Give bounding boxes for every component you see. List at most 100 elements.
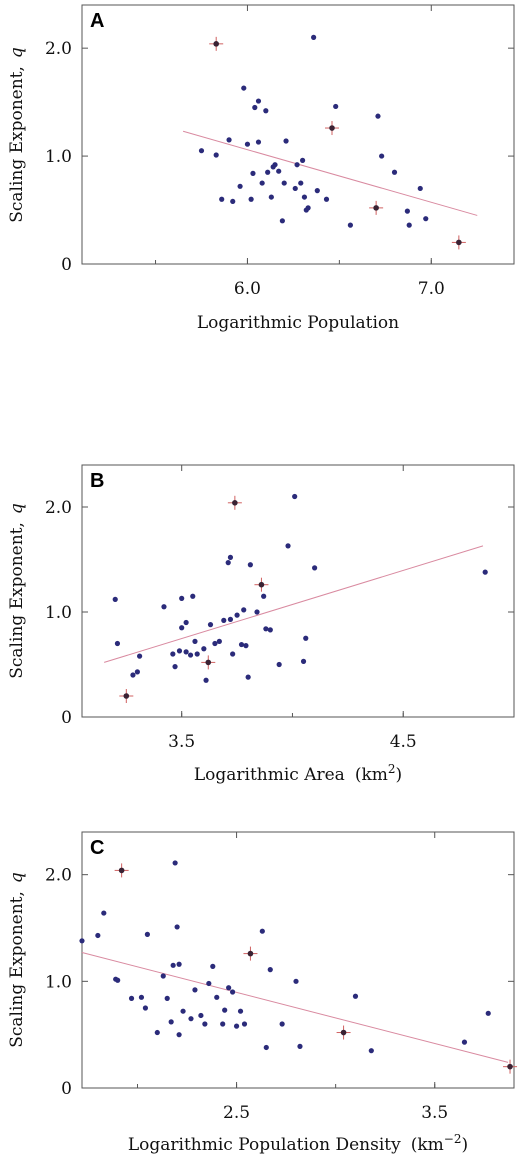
regression-line — [182, 130, 478, 216]
y-axis-title: Scaling Exponent, q — [7, 503, 27, 679]
x-axis-unit-close: ) — [396, 765, 403, 785]
data-point — [272, 162, 278, 168]
y-axis-title-text: Scaling Exponent, — [7, 891, 27, 1048]
x-tick-label: 3.5 — [421, 1103, 448, 1123]
data-point — [233, 1023, 240, 1029]
data-point — [230, 989, 236, 995]
data-point — [214, 994, 220, 1000]
data-point — [201, 646, 207, 652]
highlighted-point-marker — [118, 867, 125, 874]
y-axis-symbol: q — [7, 872, 27, 883]
x-axis-title: Logarithmic Area (km2) — [194, 762, 402, 785]
y-axis-title: Scaling Exponent, q — [7, 47, 27, 223]
data-point — [237, 1008, 244, 1014]
highlighted-point-marker — [205, 659, 212, 666]
data-point — [248, 196, 254, 202]
chart-panel-b: B 0 1.0 2.0 3.5 4.5 Logarithmic Area (km2) Scali… — [7, 464, 515, 785]
data-point — [161, 604, 167, 610]
data-point — [203, 677, 209, 683]
data-point — [352, 993, 359, 999]
data-point — [137, 653, 143, 659]
x-axis-unit: (km — [355, 765, 388, 785]
highlighted-point-marker — [258, 581, 265, 588]
data-point — [225, 560, 231, 566]
data-point — [101, 910, 107, 916]
y-tick-label: 0 — [61, 708, 72, 728]
data-point — [128, 995, 135, 1002]
x-tick-label: 2.5 — [223, 1103, 250, 1123]
x-axis-title-text: Logarithmic Population Density — [128, 1135, 401, 1155]
data-point — [279, 1021, 285, 1027]
highlighted-point — [119, 689, 134, 703]
data-point — [115, 977, 121, 983]
y-axis-title-text: Scaling Exponent, — [7, 522, 27, 679]
data-point — [220, 1021, 226, 1027]
data-point — [299, 157, 306, 163]
highlighted-point — [243, 946, 258, 961]
y-tick-label: 1.0 — [45, 603, 72, 623]
data-point — [226, 985, 232, 991]
regression-line — [104, 545, 484, 663]
data-point — [293, 978, 299, 984]
y-tick-label: 0 — [61, 1079, 72, 1099]
data-point — [241, 1021, 248, 1027]
data-point — [134, 669, 140, 675]
highlighted-point — [254, 577, 269, 592]
highlighted-point — [451, 235, 466, 250]
data-point — [183, 619, 189, 626]
highlighted-point — [227, 495, 242, 510]
highlighted-point-marker — [340, 1029, 347, 1036]
data-point — [375, 113, 381, 119]
data-point — [226, 137, 232, 143]
y-tick-label: 0 — [61, 255, 72, 275]
highlighted-point — [209, 36, 224, 51]
data-point — [160, 973, 166, 979]
x-tick-label: 3.5 — [168, 732, 195, 752]
data-point — [179, 625, 185, 631]
data-point — [79, 938, 85, 944]
data-point — [176, 961, 182, 967]
data-point — [238, 641, 245, 648]
data-point — [95, 932, 101, 939]
data-point — [404, 208, 410, 214]
data-point — [311, 34, 317, 40]
data-point — [212, 640, 218, 647]
data-point — [210, 963, 216, 970]
data-point — [230, 651, 236, 657]
data-point — [144, 931, 150, 938]
data-point — [180, 1008, 186, 1014]
highlighted-point — [114, 863, 129, 878]
data-point — [234, 612, 240, 618]
data-point — [198, 1012, 204, 1019]
data-point — [250, 170, 256, 176]
data-point — [170, 651, 176, 657]
data-point — [283, 138, 289, 144]
x-axis-unit-exponent: −2 — [444, 1132, 462, 1146]
x-tick-label: 7.0 — [418, 279, 445, 299]
data-point — [192, 987, 198, 993]
x-axis-unit-exponent: 2 — [388, 762, 396, 776]
data-point — [292, 493, 298, 500]
highlighted-point-marker — [507, 1063, 513, 1070]
data-point — [227, 616, 234, 622]
y-tick-label: 2.0 — [45, 39, 72, 59]
data-point — [183, 649, 189, 655]
highlighted-point-marker — [213, 41, 219, 47]
data-point — [194, 651, 200, 657]
highlighted-point — [201, 655, 216, 670]
data-point — [255, 98, 262, 104]
regression-line — [81, 952, 509, 1063]
data-point — [276, 168, 282, 174]
plot-frame — [81, 464, 515, 718]
data-point — [294, 162, 300, 168]
data-point — [259, 928, 265, 934]
data-point — [241, 607, 247, 613]
data-point — [190, 593, 196, 599]
data-point — [255, 139, 262, 145]
data-point — [281, 180, 287, 186]
data-point — [114, 640, 121, 647]
highlighted-point-marker — [232, 500, 238, 506]
data-point — [347, 222, 353, 228]
data-point — [164, 995, 170, 1002]
data-point — [172, 860, 178, 866]
